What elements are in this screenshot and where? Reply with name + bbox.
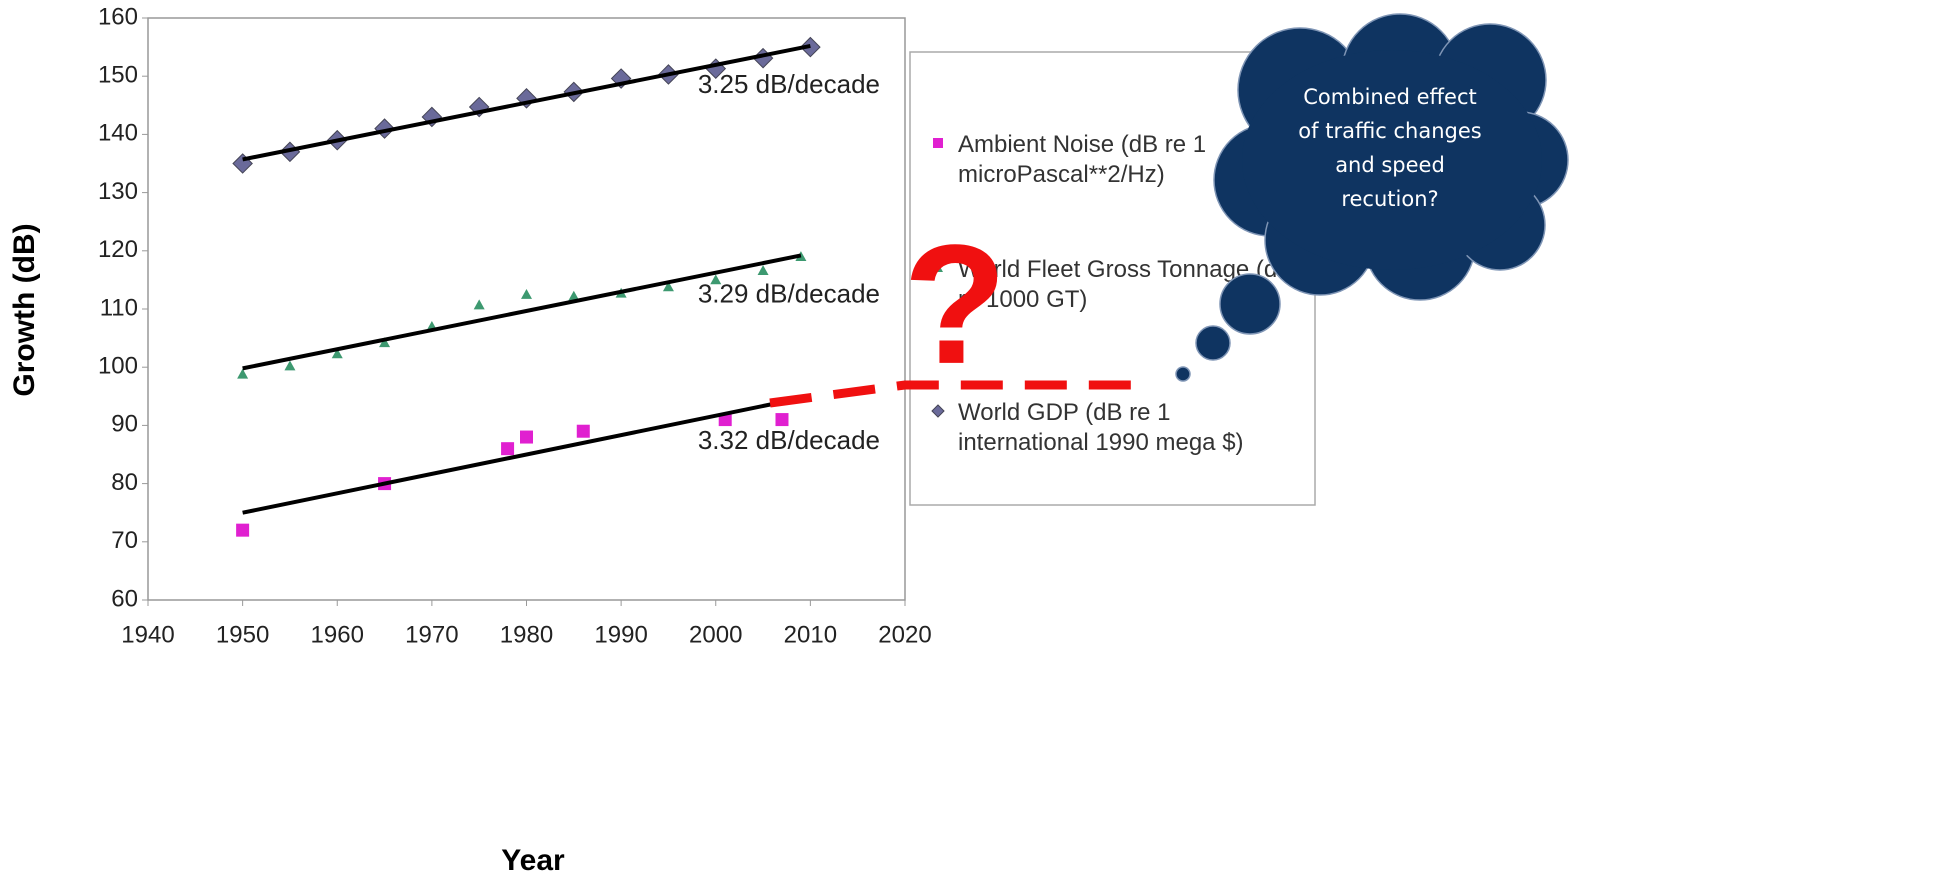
legend-entry: World GDP (dB re 1 international 1990 me… — [958, 399, 1244, 456]
x-tick-label: 1940 — [121, 621, 174, 648]
y-tick-label: 120 — [98, 236, 138, 263]
y-tick-label: 140 — [98, 120, 138, 147]
legend: Ambient Noise (dB re 1 microPascal**2/Hz… — [931, 131, 1294, 456]
point — [473, 299, 485, 310]
point — [284, 360, 296, 371]
x-tick-label: 2010 — [784, 621, 837, 648]
point — [576, 424, 590, 438]
question-mark: ? — [903, 210, 1007, 400]
point — [379, 337, 391, 348]
y-tick-label: 60 — [111, 585, 138, 612]
x-axis-title: Year — [501, 844, 565, 877]
y-tick-label: 100 — [98, 353, 138, 380]
point — [775, 413, 789, 427]
x-tick-label: 1950 — [216, 621, 269, 648]
x-tick-label: 1970 — [405, 621, 458, 648]
trend-line — [242, 253, 802, 371]
x-tick-label: 2000 — [689, 621, 742, 648]
y-tick-label: 90 — [111, 411, 138, 438]
point — [568, 290, 580, 301]
point — [374, 118, 395, 139]
y-tick-label: 110 — [100, 294, 138, 321]
y-axis-title: Growth (dB) — [8, 223, 41, 396]
x-tick-label: 2020 — [878, 621, 931, 648]
legend-label: World Fleet Gross Tonnage (dB re 1000 GT… — [958, 256, 1294, 313]
point — [933, 263, 943, 272]
point — [710, 274, 722, 285]
point — [236, 523, 250, 537]
y-tick-label: 80 — [111, 469, 138, 496]
x-tick-label: 1980 — [500, 621, 553, 648]
point — [610, 68, 632, 89]
point — [237, 368, 249, 379]
marks: 60 70 80 90 100 110 120 130 140 150 160 1940 1950 196… — [98, 3, 932, 648]
point — [757, 265, 769, 275]
point — [521, 288, 532, 299]
point — [331, 348, 343, 359]
point — [933, 138, 943, 148]
trend-label: 3.25 dB/decade — [698, 69, 880, 99]
point — [662, 281, 674, 292]
point — [468, 96, 490, 118]
legend-label: World GDP (dB re 1 international 1990 me… — [958, 399, 1244, 456]
thought-text: Combined effect of traffic changes and s… — [1298, 85, 1482, 211]
x-tick-label: 1990 — [594, 621, 647, 648]
trend-label: 3.29 dB/decade — [698, 278, 880, 308]
legend-label: Ambient Noise (dB re 1 microPascal**2/Hz… — [958, 131, 1207, 188]
thought-box: Combined effect of traffic changes and s… — [1298, 85, 1482, 211]
trend-line — [242, 43, 811, 162]
legend-entry: World Fleet Gross Tonnage (dB re 1000 GT… — [958, 256, 1294, 313]
y-tick-label: 70 — [111, 527, 138, 554]
x-tick-label: 1960 — [311, 621, 364, 648]
trend-label: 3.32 dB/decade — [698, 425, 880, 455]
y-tick-label: 160 — [98, 3, 138, 30]
point — [931, 404, 945, 418]
point — [520, 430, 533, 444]
point — [501, 442, 515, 456]
y-tick-label: 150 — [98, 62, 138, 89]
trend-line — [242, 400, 783, 515]
y-tick-label: 130 — [98, 178, 138, 205]
thought-cloud — [1175, 13, 1569, 382]
legend-entry: Ambient Noise (dB re 1 microPascal**2/Hz… — [958, 131, 1207, 188]
dashed-link — [769, 380, 1135, 408]
